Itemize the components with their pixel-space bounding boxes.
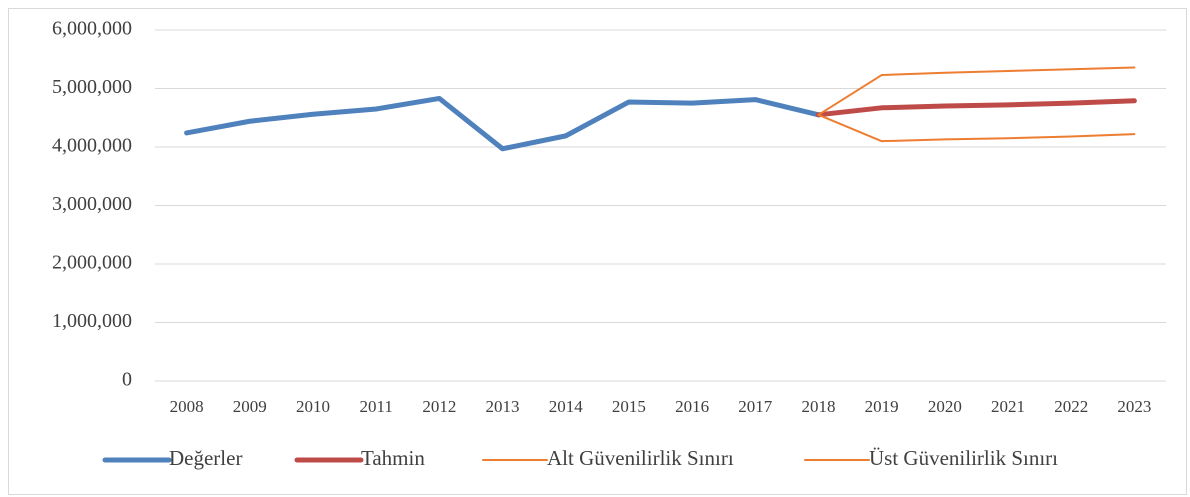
x-tick-label: 2023 [1117, 397, 1151, 416]
chart-border [8, 8, 1187, 495]
y-tick-label: 3,000,000 [52, 193, 132, 215]
y-tick-label: 5,000,000 [52, 76, 132, 98]
x-tick-label: 2016 [675, 397, 709, 416]
x-tick-label: 2019 [865, 397, 899, 416]
x-tick-label: 2022 [1054, 397, 1088, 416]
x-tick-label: 2010 [296, 397, 330, 416]
x-tick-label: 2013 [486, 397, 520, 416]
legend-label: Alt Güvenilirlik Sınırı [547, 446, 734, 470]
legend-label: Değerler [169, 446, 242, 470]
x-tick-label: 2020 [928, 397, 962, 416]
x-tick-label: 2017 [738, 397, 773, 416]
series-line [817, 113, 1136, 143]
series-line [817, 66, 1136, 116]
y-tick-label: 0 [122, 369, 132, 391]
x-tick-label: 2014 [549, 397, 584, 416]
y-tick-label: 2,000,000 [52, 252, 132, 274]
legend-label: Tahmin [361, 446, 425, 470]
series-line [815, 98, 1137, 118]
y-tick-label: 1,000,000 [52, 310, 132, 332]
x-tick-label: 2008 [170, 397, 204, 416]
series-line [184, 95, 821, 152]
legend-label: Üst Güvenilirlik Sınırı [869, 446, 1058, 470]
y-tick-label: 4,000,000 [52, 135, 132, 157]
x-tick-label: 2009 [233, 397, 267, 416]
x-tick-label: 2018 [801, 397, 835, 416]
x-tick-label: 2012 [422, 397, 456, 416]
x-tick-label: 2011 [359, 397, 392, 416]
x-tick-label: 2021 [991, 397, 1025, 416]
y-tick-label: 6,000,000 [52, 18, 132, 40]
x-tick-label: 2015 [612, 397, 646, 416]
